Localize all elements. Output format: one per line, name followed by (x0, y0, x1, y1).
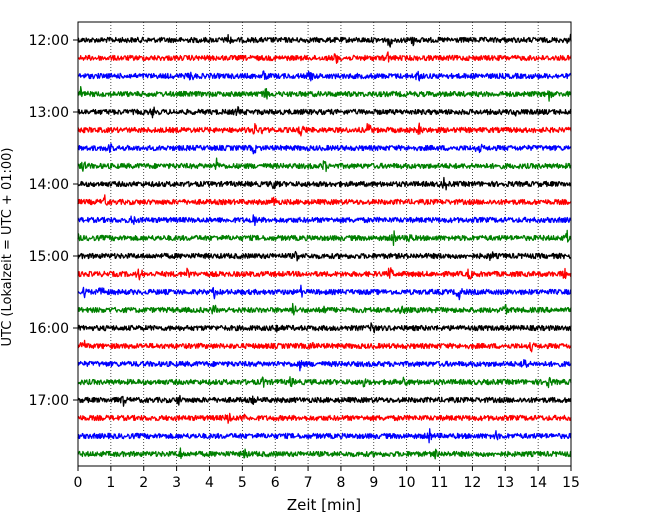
trace-rows (77, 33, 572, 460)
trace-row-13:30 (77, 143, 572, 155)
trace-row-17:00 (77, 394, 572, 407)
trace-row-16:00 (77, 322, 572, 334)
trace-row-15:30 (77, 284, 572, 301)
x-tick-label-10: 10 (398, 475, 416, 491)
x-tick-label-14: 14 (529, 475, 547, 491)
trace-row-12:00 (77, 33, 572, 48)
trace-row-14:30 (77, 214, 572, 227)
trace-row-14:45 (77, 229, 572, 246)
y-axis-ticks: 12:00 13:00 14:00 15:00 16:00 17:00 (29, 33, 78, 409)
grid-lines (110, 22, 539, 466)
y-tick-label-15:00: 15:00 (29, 249, 69, 265)
trace-row-13:15 (77, 122, 572, 137)
x-tick-label-0: 0 (74, 475, 83, 491)
y-tick-label-14:00: 14:00 (29, 177, 69, 193)
trace-row-14:15 (77, 194, 572, 206)
x-axis-ticks: 0 1 2 3 4 5 6 7 8 9 10 11 12 13 14 15 (74, 466, 580, 491)
x-tick-label-12: 12 (463, 475, 481, 491)
trace-row-13:00 (77, 106, 572, 119)
x-tick-label-7: 7 (304, 475, 313, 491)
trace-row-13:45 (77, 157, 572, 173)
x-tick-label-15: 15 (562, 475, 580, 491)
x-tick-label-3: 3 (172, 475, 181, 491)
y-tick-label-13:00: 13:00 (29, 105, 69, 121)
x-tick-label-9: 9 (369, 475, 378, 491)
trace-row-12:30 (77, 70, 572, 82)
x-tick-label-2: 2 (139, 475, 148, 491)
trace-row-15:45 (77, 302, 572, 316)
y-axis-label: UTC (Lokalzeit = UTC + 01:00) (0, 148, 15, 347)
x-tick-label-5: 5 (238, 475, 247, 491)
trace-row-16:15 (77, 339, 572, 353)
x-tick-label-4: 4 (205, 475, 214, 491)
x-tick-label-1: 1 (106, 475, 115, 491)
y-tick-label-17:00: 17:00 (29, 393, 69, 409)
x-tick-label-6: 6 (271, 475, 280, 491)
trace-row-17:30 (77, 428, 572, 444)
x-axis-label: Zeit [min] (287, 496, 361, 514)
x-tick-label-8: 8 (336, 475, 345, 491)
trace-row-17:15 (77, 412, 572, 424)
plot-frame (77, 21, 572, 467)
trace-row-12:15 (77, 51, 572, 64)
trace-row-16:45 (77, 376, 572, 389)
y-tick-label-12:00: 12:00 (29, 33, 69, 49)
trace-row-15:15 (77, 267, 572, 281)
x-tick-label-13: 13 (496, 475, 514, 491)
trace-row-17:45 (77, 447, 572, 460)
trace-row-15:00 (77, 250, 572, 262)
trace-row-16:30 (77, 359, 572, 372)
trace-row-14:00 (77, 176, 572, 191)
x-tick-label-11: 11 (431, 475, 449, 491)
trace-row-12:45 (77, 85, 572, 102)
y-tick-label-16:00: 16:00 (29, 321, 69, 337)
